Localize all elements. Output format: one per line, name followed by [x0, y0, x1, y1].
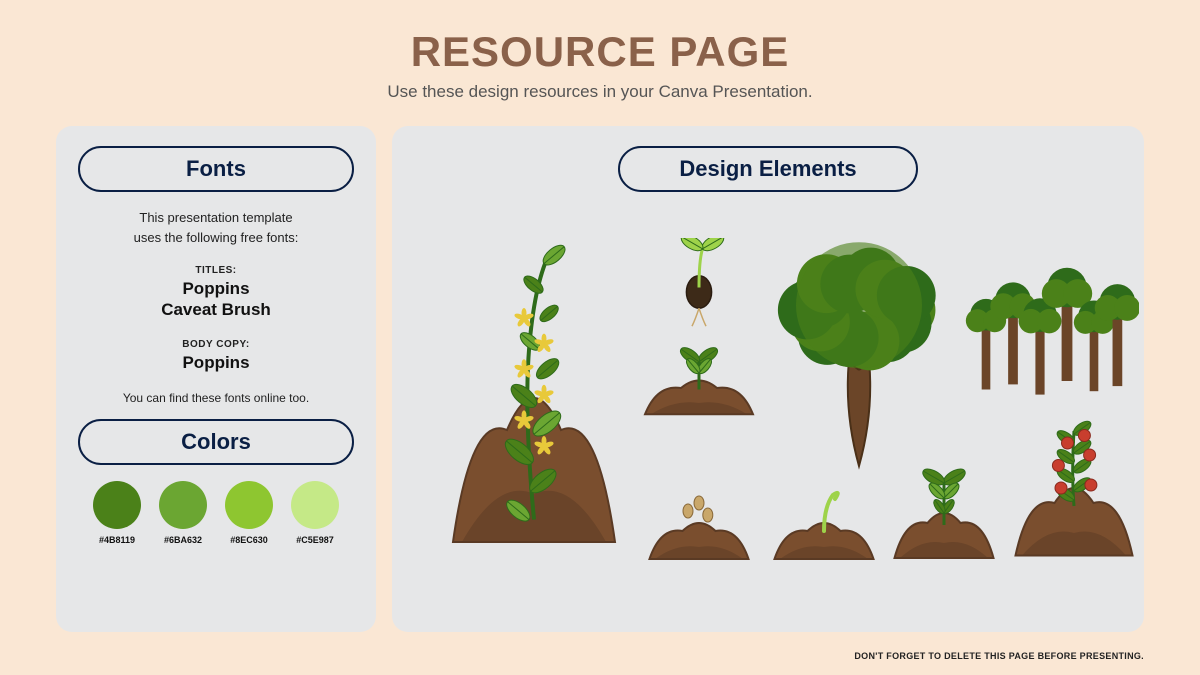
swatch-hex: #4B8119 — [93, 535, 141, 545]
title-font-1: Poppins — [182, 279, 249, 298]
design-elements-heading: Design Elements — [618, 146, 918, 192]
sprouting-seed-icon — [664, 238, 734, 328]
design-elements-area — [414, 208, 1122, 608]
fonts-colors-panel: Fonts This presentation template uses th… — [56, 126, 376, 632]
design-elements-panel: Design Elements — [392, 126, 1144, 632]
tomato-plant-icon — [1009, 413, 1139, 563]
colors-heading: Colors — [78, 419, 354, 465]
fonts-note: You can find these fonts online too. — [78, 391, 354, 405]
page-title: RESOURCE PAGE — [0, 0, 1200, 76]
fonts-intro-line1: This presentation template — [139, 210, 292, 225]
fonts-intro-line2: uses the following free fonts: — [134, 230, 299, 245]
color-swatches: #4B8119 #6BA632 #8EC630 #C5E987 — [78, 481, 354, 545]
body-copy-label: BODY COPY: — [78, 339, 354, 350]
seedling-in-soil-icon — [639, 343, 759, 418]
color-swatch: #C5E987 — [291, 481, 339, 545]
color-swatch: #8EC630 — [225, 481, 273, 545]
swatch-circle — [93, 481, 141, 529]
tree-grove-icon — [959, 228, 1139, 398]
title-fonts: Poppins Caveat Brush — [78, 278, 354, 321]
sprout-on-soil-icon — [769, 483, 879, 563]
flowering-plant-icon — [444, 238, 624, 558]
titles-label: TITLES: — [78, 265, 354, 276]
swatch-circle — [225, 481, 273, 529]
swatch-circle — [291, 481, 339, 529]
fonts-intro: This presentation template uses the foll… — [78, 208, 354, 247]
swatch-hex: #6BA632 — [159, 535, 207, 545]
seeds-on-soil-icon — [644, 483, 754, 563]
sapling-on-soil-icon — [889, 463, 999, 563]
footer-note: DON'T FORGET TO DELETE THIS PAGE BEFORE … — [854, 651, 1144, 661]
swatch-hex: #8EC630 — [225, 535, 273, 545]
swatch-hex: #C5E987 — [291, 535, 339, 545]
color-swatch: #6BA632 — [159, 481, 207, 545]
page-subtitle: Use these design resources in your Canva… — [0, 82, 1200, 102]
large-tree-icon — [754, 238, 964, 478]
swatch-circle — [159, 481, 207, 529]
color-swatch: #4B8119 — [93, 481, 141, 545]
fonts-heading: Fonts — [78, 146, 354, 192]
body-font: Poppins — [78, 352, 354, 373]
title-font-2: Caveat Brush — [161, 300, 271, 319]
